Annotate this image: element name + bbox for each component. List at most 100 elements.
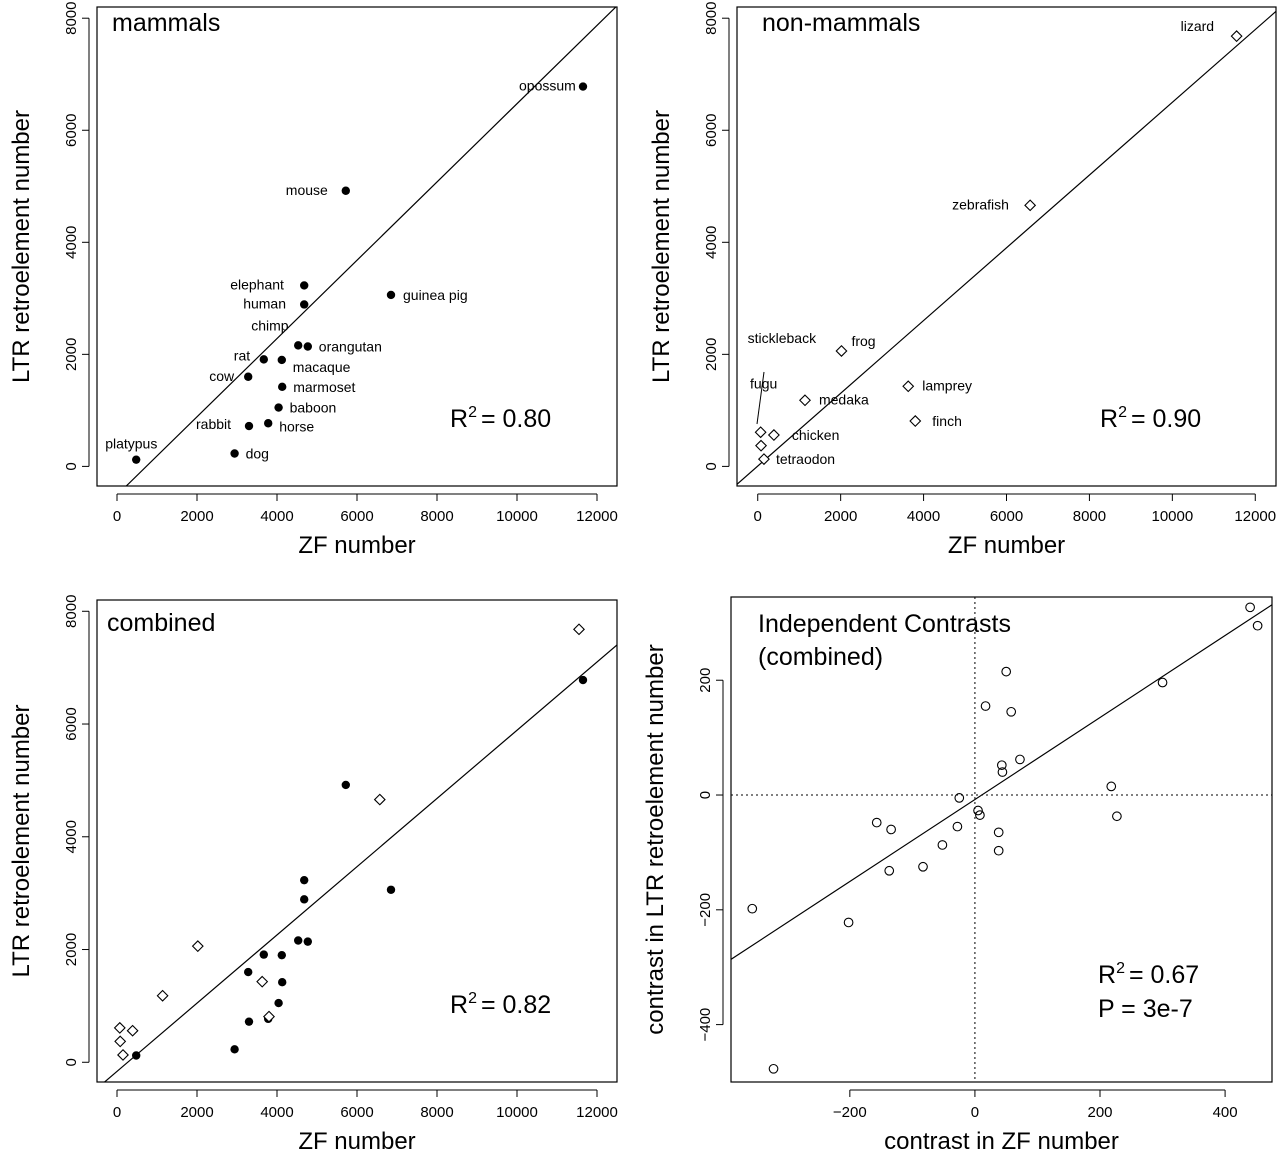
data-point xyxy=(1015,754,1025,765)
label-lamprey: lamprey xyxy=(922,377,972,393)
x-tick-label: 8000 xyxy=(420,508,453,525)
label-chimp: chimp xyxy=(251,317,289,333)
y-tick-label: 4000 xyxy=(703,226,720,259)
point-human xyxy=(300,300,309,309)
x-tick-label: 0 xyxy=(113,1104,121,1121)
y-tick-label: 0 xyxy=(703,462,720,470)
regression-line xyxy=(737,10,1276,485)
y-tick-label: −200 xyxy=(697,893,714,927)
data-point xyxy=(937,840,948,850)
point-cow xyxy=(244,372,253,381)
data-point xyxy=(114,1035,127,1048)
plot-frame xyxy=(736,6,1277,487)
data-point xyxy=(952,821,963,832)
data-point xyxy=(973,805,983,816)
label-rat: rat xyxy=(234,347,250,363)
label-human: human xyxy=(243,295,286,311)
label-mouse: mouse xyxy=(286,182,328,198)
x-tick-label: 12000 xyxy=(576,508,618,525)
label-leader-line xyxy=(756,371,765,425)
y-tick-label: 8000 xyxy=(63,2,80,35)
x-tick-label: 6000 xyxy=(990,508,1023,525)
data-point xyxy=(975,810,985,820)
x-tick-label: 6000 xyxy=(340,1104,373,1121)
point-rat xyxy=(259,355,268,364)
x-tick-label: 400 xyxy=(1213,1104,1238,1121)
data-point xyxy=(1001,666,1012,677)
data-point xyxy=(259,950,268,959)
data-point xyxy=(884,865,895,876)
panel-title: Independent Contrasts xyxy=(758,610,1011,638)
point-finch xyxy=(909,415,922,427)
x-tick-label: 6000 xyxy=(340,508,373,525)
y-tick-label: 2000 xyxy=(63,933,80,966)
label-cow: cow xyxy=(209,368,235,384)
data-point xyxy=(1157,677,1168,688)
x-axis-title: ZF number xyxy=(948,532,1065,559)
data-point xyxy=(386,885,396,894)
point-tetraodon xyxy=(757,453,770,466)
y-tick-label: 6000 xyxy=(63,114,80,147)
y-axis-title: LTR retroelement number xyxy=(8,110,35,383)
label-rabbit: rabbit xyxy=(196,416,231,432)
label-frog: frog xyxy=(851,333,875,349)
series-open-circle xyxy=(747,602,1263,1074)
x-tick-label: 4000 xyxy=(907,508,940,525)
data-point xyxy=(886,824,896,835)
point-lizard xyxy=(1230,30,1243,43)
label-fugu: fugu xyxy=(750,376,777,392)
y-tick-label: 200 xyxy=(697,668,714,693)
point-mouse xyxy=(341,186,350,195)
x-tick-label: 2000 xyxy=(180,508,213,525)
data-point xyxy=(113,1021,126,1034)
data-point xyxy=(573,623,585,636)
y-tick-label: 2000 xyxy=(703,338,720,371)
x-tick-label: 4000 xyxy=(260,1104,293,1121)
x-tick-label: 10000 xyxy=(1151,508,1193,525)
data-point xyxy=(277,950,286,960)
y-tick-label: 4000 xyxy=(63,820,80,853)
data-point xyxy=(300,895,309,904)
label-stickleback: stickleback xyxy=(748,330,817,346)
x-tick-label: 12000 xyxy=(576,1104,618,1121)
y-tick-label: 6000 xyxy=(703,114,720,147)
label-chicken: chicken xyxy=(792,427,839,443)
x-tick-label: 10000 xyxy=(496,508,538,525)
data-point xyxy=(256,975,269,988)
data-point xyxy=(274,998,283,1008)
stat-superscript: 2 xyxy=(468,990,477,1007)
data-point xyxy=(373,793,386,806)
data-point xyxy=(244,967,253,977)
label-baboon: baboon xyxy=(290,400,337,416)
stat-superscript: 2 xyxy=(1118,404,1127,421)
series-open-diamond: lizard zebrafish frog lamprey medaka finch chi… xyxy=(748,18,1243,467)
data-point xyxy=(843,917,854,928)
x-tick-label: 2000 xyxy=(180,1104,213,1121)
data-point xyxy=(341,780,350,790)
label-horse: horse xyxy=(279,418,314,434)
stat-base: R xyxy=(450,991,468,1019)
x-axis-title: contrast in ZF number xyxy=(884,1128,1119,1151)
x-tick-label: 0 xyxy=(113,508,121,525)
y-axis-title: LTR retroelement number xyxy=(648,110,675,383)
data-point xyxy=(993,845,1004,856)
point-rabbit xyxy=(244,421,254,431)
label-zebrafish: zebrafish xyxy=(952,196,1009,212)
plot-frame xyxy=(96,599,618,1083)
label-medaka: medaka xyxy=(819,391,869,407)
data-point xyxy=(918,861,928,872)
y-tick-label: −400 xyxy=(697,1008,714,1042)
x-tick-label: 2000 xyxy=(824,508,857,525)
x-tick-label: 0 xyxy=(971,1104,979,1121)
data-point xyxy=(244,1017,254,1026)
point-baboon xyxy=(274,403,283,412)
stat-text: R2 = 0.67 xyxy=(1098,960,1199,989)
data-point xyxy=(996,760,1007,771)
data-point xyxy=(1245,602,1255,613)
stat-value: = 0.80 xyxy=(481,405,551,433)
x-tick-label: 0 xyxy=(754,508,762,525)
point-frog xyxy=(835,345,848,357)
stat-value: = 0.67 xyxy=(1129,961,1199,989)
regression-line xyxy=(125,7,617,486)
stat-base: R xyxy=(1098,961,1116,989)
